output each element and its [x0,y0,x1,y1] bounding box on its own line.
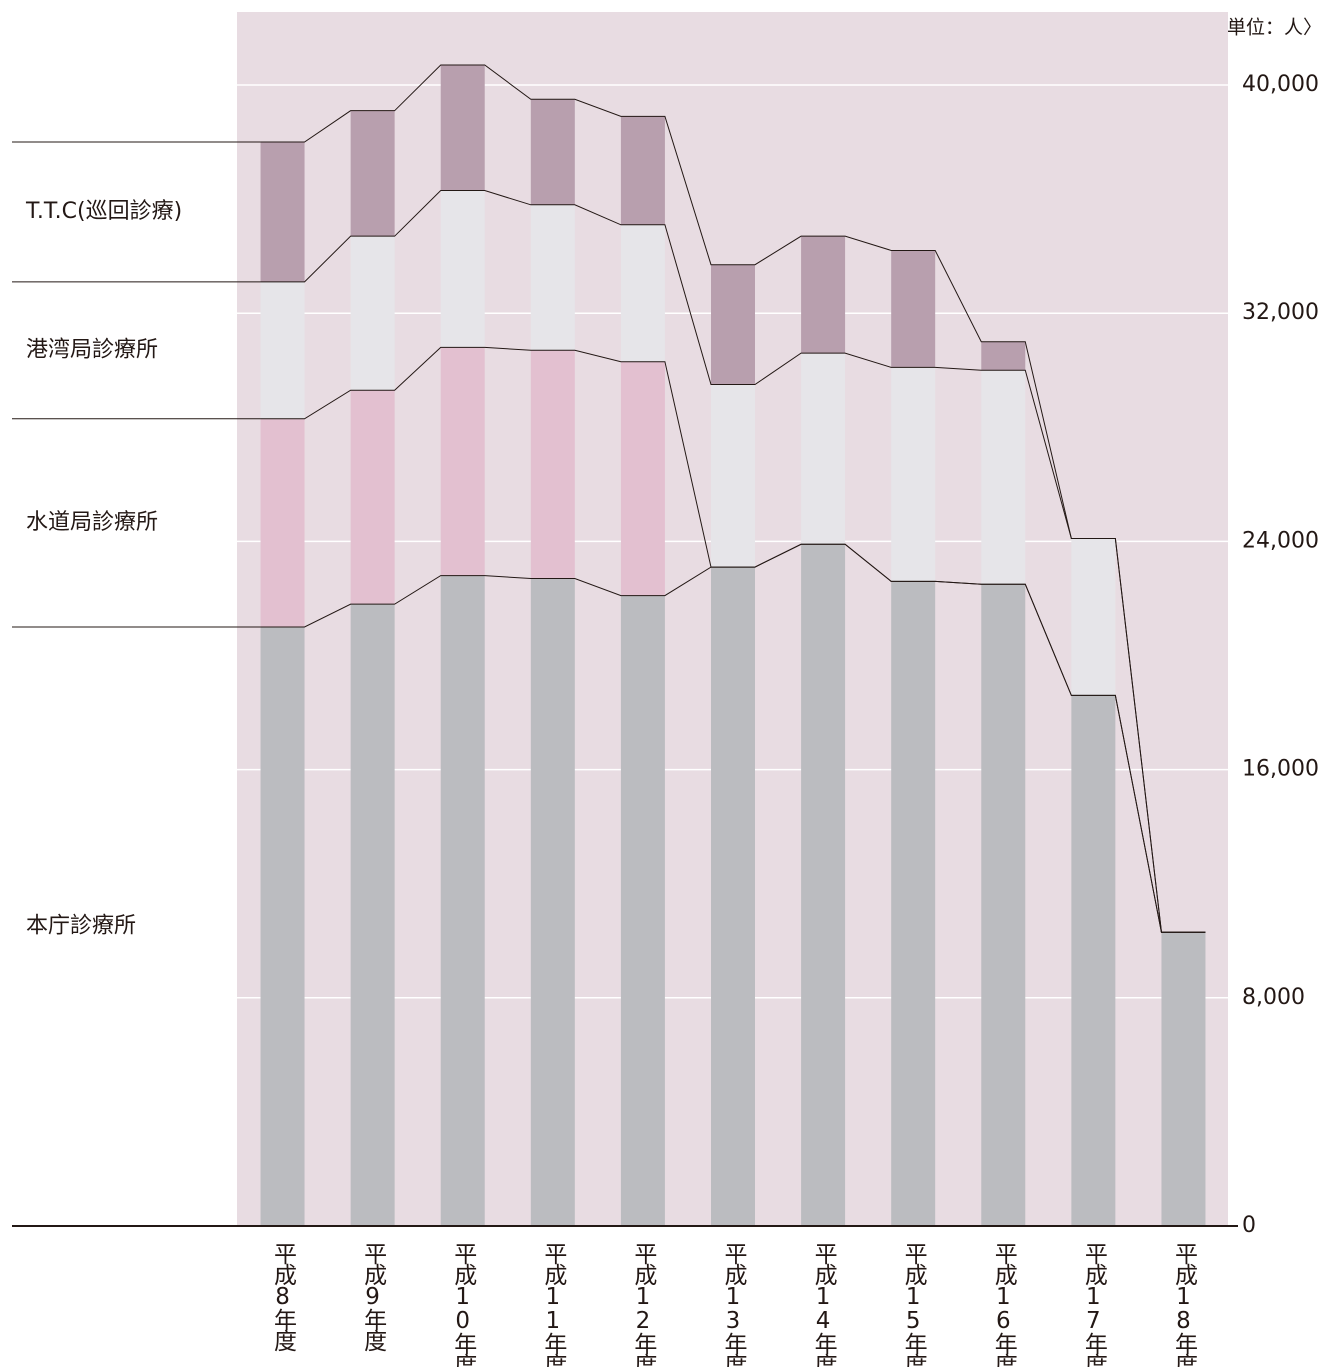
bar-segment [350,236,395,391]
y-tick-label: 0 [1242,1213,1256,1238]
legend-label: 港湾局診療所 [26,337,158,362]
bar-segment [620,224,665,362]
legend-label: 本庁診療所 [26,913,136,938]
bar-segment [530,350,575,579]
bar-segment [1161,932,1206,1226]
bar-segment [350,390,395,605]
bar-segment [711,384,755,568]
bar-segment [1071,538,1116,696]
bar-segment [530,204,575,351]
bar-segment [440,347,485,576]
x-tick-label: 平成9年度 [360,1242,388,1352]
unit-label: 〈単位：人〉 [1208,17,1322,39]
bar-segment [440,65,485,191]
x-tick-label: 平成10年度 [450,1242,478,1367]
bar-segment [801,236,846,354]
connector-line [260,346,1206,933]
bar-segment [981,341,1026,371]
bar-segment [981,584,1026,1226]
legend-label: 水道局診療所 [26,510,158,535]
y-tick-label: 32,000 [1242,300,1319,325]
bar-segment [620,595,665,1226]
x-tick-label: 平成17年度 [1080,1242,1108,1367]
x-tick-label: 平成13年度 [720,1242,748,1367]
bar-segment [620,361,665,596]
bar-segment [260,142,305,282]
x-tick-label: 平成11年度 [540,1242,568,1367]
bar-segment [801,544,846,1226]
y-tick-label: 8,000 [1242,985,1305,1010]
x-tick-label: 平成8年度 [270,1242,298,1352]
bar-segment [891,581,936,1226]
bar-segment [801,353,846,545]
x-tick-label: 平成12年度 [630,1242,658,1367]
x-tick-label: 平成14年度 [810,1242,838,1367]
bar-segment [981,370,1026,585]
y-tick-label: 16,000 [1242,757,1319,782]
bar-segment [530,99,575,205]
bar-segment [260,626,305,1226]
bar-segment [711,264,755,385]
y-tick-label: 40,000 [1242,72,1319,97]
bar-segment [350,110,395,237]
connector-line [260,64,1206,933]
bar-segment [440,190,485,348]
y-tick-label: 24,000 [1242,528,1319,553]
bar-segment [891,367,936,582]
bar-segment [711,567,755,1226]
bar-segment [440,575,485,1226]
bar-segment [620,116,665,225]
bar-segment [891,250,936,368]
x-tick-label: 平成16年度 [990,1242,1018,1367]
bar-segment [260,418,305,627]
x-tick-label: 平成15年度 [900,1242,928,1367]
bar-segment [350,604,395,1226]
connector-line [260,190,1206,933]
bar-segment [1071,695,1116,1226]
x-tick-label: 平成18年度 [1170,1242,1198,1367]
legend-label: T.T.C(巡回診療) [25,199,182,224]
bar-segment [260,281,305,419]
bar-segment [530,578,575,1226]
